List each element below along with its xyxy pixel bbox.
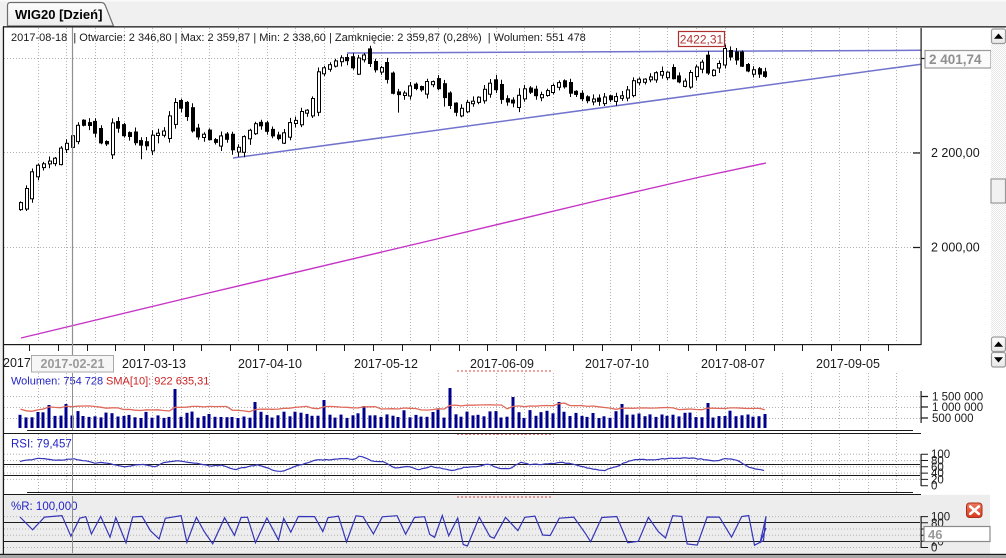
svg-text:20: 20 xyxy=(931,474,944,486)
svg-text:2017: 2017 xyxy=(3,356,31,370)
svg-text:46: 46 xyxy=(928,527,942,542)
svg-text:100: 100 xyxy=(931,449,950,461)
svg-text:2017-06-09: 2017-06-09 xyxy=(470,357,534,371)
svg-text:1 000 000: 1 000 000 xyxy=(932,402,983,414)
svg-text:2017-04-10: 2017-04-10 xyxy=(238,357,302,371)
svg-text:2017-02-21: 2017-02-21 xyxy=(41,357,105,371)
svg-text:2 200,00: 2 200,00 xyxy=(931,146,980,160)
svg-text:WIG20 [Dzień]: WIG20 [Dzień] xyxy=(15,7,102,22)
svg-text:1 500 000: 1 500 000 xyxy=(932,392,983,404)
svg-text:100: 100 xyxy=(931,512,950,524)
svg-text:2017-03-13: 2017-03-13 xyxy=(122,357,186,371)
svg-text:2017-09-05: 2017-09-05 xyxy=(816,357,880,371)
svg-text:0: 0 xyxy=(931,481,937,493)
svg-text:2017-05-12: 2017-05-12 xyxy=(354,357,418,371)
svg-text:2 000,00: 2 000,00 xyxy=(931,241,980,255)
svg-text:500 000: 500 000 xyxy=(932,413,974,425)
svg-text:60: 60 xyxy=(931,462,944,474)
svg-text:2 401,74: 2 401,74 xyxy=(929,52,982,67)
svg-text:%R: 100,000: %R: 100,000 xyxy=(11,501,78,513)
svg-text:Wolumen: 754 728: Wolumen: 754 728 xyxy=(11,376,103,388)
svg-text:2017-08-18 | Otwarcie: 2 346,: 2017-08-18 | Otwarcie: 2 346,80 | Max: 2… xyxy=(11,32,586,44)
svg-text:40: 40 xyxy=(931,468,944,480)
svg-text:0: 0 xyxy=(931,543,937,555)
svg-text:2017-07-10: 2017-07-10 xyxy=(585,357,649,371)
svg-text:2017-08-07: 2017-08-07 xyxy=(701,357,765,371)
svg-text:2422,31: 2422,31 xyxy=(680,33,724,47)
svg-text:RSI: 79,457: RSI: 79,457 xyxy=(11,439,72,451)
svg-text:SMA[10]: 922 635,31: SMA[10]: 922 635,31 xyxy=(106,376,209,388)
svg-text:80: 80 xyxy=(931,456,944,468)
